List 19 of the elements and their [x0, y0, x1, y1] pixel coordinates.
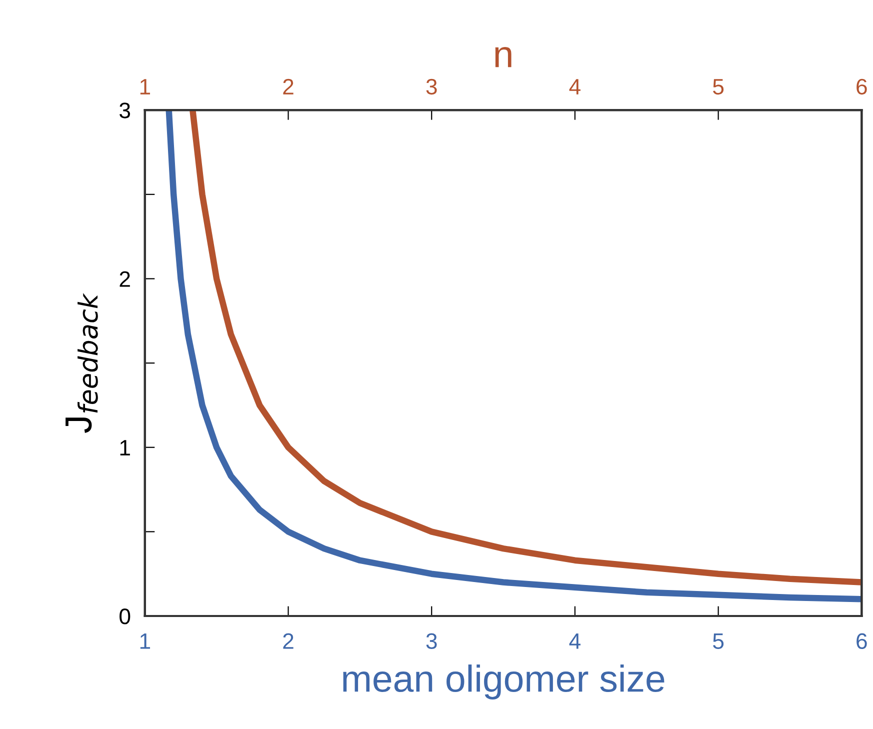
x2-tick-label: 6	[856, 633, 867, 649]
x2-tick-label: 3	[426, 633, 437, 649]
y-tick-label: 0	[120, 608, 130, 624]
x2-axis-title: n	[495, 46, 512, 68]
x2-tick-label: 4	[569, 633, 580, 649]
y-tick-label: 3	[120, 102, 130, 118]
x2-tick-label: 2	[283, 633, 294, 649]
x2-tick-label: 5	[713, 633, 724, 649]
y-tick-label: 1	[120, 440, 130, 456]
x2-tick-label: 1	[140, 633, 150, 649]
y-axis-title: J$_{feedback}$	[66, 292, 98, 433]
x-tick-label: 2	[283, 78, 294, 94]
x-tick-label: 1	[140, 79, 150, 94]
x-tick-label: 5	[713, 79, 724, 95]
x-tick-label: 4	[569, 79, 580, 94]
y-tick-label: 2	[120, 271, 130, 287]
x-tick-label: 3	[426, 78, 437, 95]
x-axis-title: mean oligomer size	[343, 664, 664, 700]
x-tick-label: 6	[856, 78, 867, 95]
